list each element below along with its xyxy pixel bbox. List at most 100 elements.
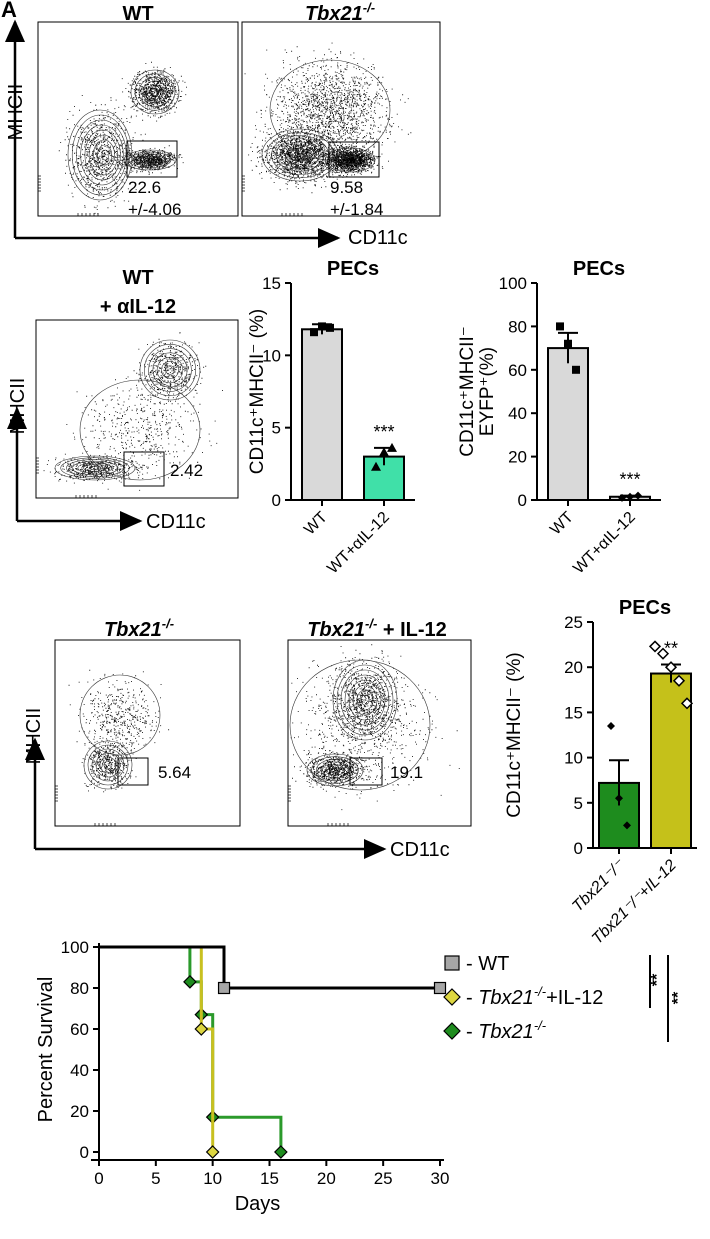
survival-marker [205, 1145, 220, 1159]
contour-line [289, 659, 431, 791]
contour-line [148, 348, 192, 392]
y-tick-label: 40 [508, 404, 527, 423]
scatter-dots [68, 669, 170, 793]
contour-line [340, 669, 390, 731]
contour-line [130, 69, 180, 115]
contour-line [71, 114, 130, 196]
y-tick-label: 80 [508, 317, 527, 336]
contour-line [360, 694, 370, 706]
contour-line [83, 740, 133, 790]
contour-line [54, 455, 136, 481]
gate-box-b [123, 451, 165, 487]
legend-label: - WT [466, 953, 509, 975]
data-point [310, 328, 318, 337]
contour-line [80, 124, 124, 186]
contour-line [285, 144, 315, 166]
contour-line [348, 679, 382, 721]
x-tick-label: WT [301, 509, 331, 539]
contour-line [139, 155, 161, 165]
data-point [556, 322, 564, 331]
gate-sd-wt: +/-4.06 [128, 200, 181, 219]
survival-line [99, 945, 440, 990]
contour-line [144, 157, 156, 163]
data-point [371, 461, 381, 471]
y-tick-label: 25 [564, 613, 583, 632]
y-axis-label: Percent Survival [35, 977, 57, 1123]
legend-marker [444, 955, 460, 971]
contour-line [79, 379, 201, 481]
contour-line [261, 128, 339, 182]
x-axis-label: Days [235, 1193, 281, 1215]
legend-label: - Tbx21-/-+IL-12 [466, 984, 603, 1009]
data-point [672, 674, 686, 687]
y-tick-label: 20 [564, 658, 583, 677]
contour-line [150, 88, 160, 96]
legend-label: - Tbx21-/- [466, 1018, 547, 1043]
gate-value-b: 2.42 [170, 461, 203, 480]
bar-chart-eyfp: PECs 0 20 40 60 80 100 CD11c⁺MHCII⁻ EYFP⁺(%) WT **… [457, 258, 661, 577]
y-tick-label: 10 [262, 346, 281, 365]
y-tick-label: 80 [70, 979, 89, 998]
gate-value-wt: 22.6 [128, 178, 161, 197]
x-tick-label: 0 [94, 1169, 103, 1188]
y-axis-label: CD11c⁺MHCII⁻ [457, 326, 478, 457]
data-point [607, 721, 615, 730]
contour-line [87, 744, 129, 786]
scatter-dots [43, 332, 223, 491]
contour-line [269, 59, 391, 161]
flow-plot-tbx21-il12-d: Tbx21-/- + IL-12 19.1 [287, 616, 472, 827]
y-tick-label: 60 [70, 1020, 89, 1039]
flow-plot-wt-anti-il12: WT + αIL-12 2.42 [35, 267, 239, 499]
data-point [318, 322, 326, 331]
chart-title: PECs [619, 597, 671, 619]
significance-label: ** [664, 638, 678, 658]
bar [547, 347, 589, 501]
bar [301, 328, 343, 501]
contour-line [123, 149, 177, 171]
x-axis-label-b: CD11c [146, 511, 206, 533]
contour-line [143, 343, 197, 397]
contour-line [320, 761, 350, 779]
y-tick-label: 0 [80, 1143, 89, 1162]
contour-line [88, 134, 118, 176]
data-point [379, 447, 389, 457]
contour-line [67, 109, 133, 201]
contour-line [134, 153, 166, 167]
x-tick-label: 5 [151, 1169, 160, 1188]
y-axis-label: EYFP⁺(%) [477, 347, 498, 436]
y-tick-label: 100 [61, 938, 89, 957]
scatter-dots [58, 61, 187, 215]
scatter-dots [244, 42, 412, 194]
flow-title-wt: WT [122, 3, 153, 25]
y-tick-label: 15 [262, 274, 281, 293]
survival-line [99, 945, 215, 1152]
flow-plot-tbx21: Tbx21-/- 9.58 +/-1.84 [241, 0, 441, 219]
x-tick-label: 25 [374, 1169, 393, 1188]
contour-line [280, 141, 320, 169]
x-axis-label-d: CD11c [390, 839, 450, 861]
flow-title-line2-b: + αIL-12 [100, 296, 176, 318]
contour-line [330, 767, 340, 773]
bar-chart-percent-cd11c: PECs 0 5 10 15 CD11c⁺MHCII⁻ (%) WT *** WT+αIL-12 [247, 258, 415, 577]
chart-title: PECs [573, 258, 625, 280]
y-tick-label: 15 [564, 703, 583, 722]
contour-line [161, 361, 179, 379]
contour-line [101, 149, 110, 161]
contour-line [344, 674, 386, 726]
flow-title-line1-b: WT [122, 267, 153, 289]
contour-line [138, 77, 172, 107]
y-tick-label: 0 [574, 839, 583, 858]
y-tick-label: 0 [518, 491, 527, 510]
y-axis-label-b: MHCII [7, 378, 29, 435]
data-point [618, 493, 626, 502]
data-point [572, 365, 580, 374]
survival-marker [194, 1022, 209, 1036]
data-point [680, 697, 694, 710]
x-tick-label: 20 [317, 1169, 336, 1188]
contour-line [325, 764, 345, 776]
flow-plot-wt: WT 22.6 +/-4.06 [37, 3, 239, 219]
data-point [648, 640, 662, 653]
flow-title-tbx21: Tbx21-/- [305, 0, 375, 25]
contour-line [84, 129, 121, 181]
gate-value-tbx21: 9.58 [330, 178, 363, 197]
